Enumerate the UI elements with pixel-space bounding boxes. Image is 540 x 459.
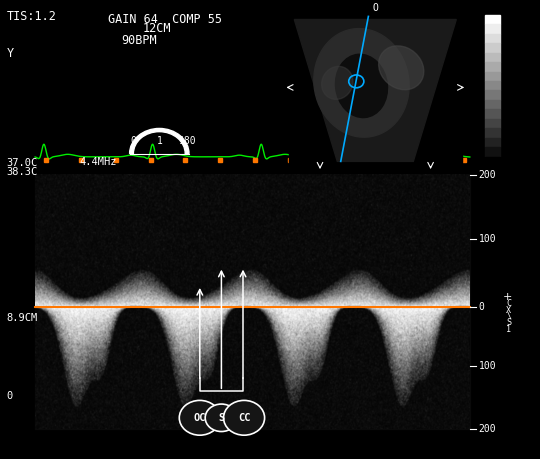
Text: 4.4MHz: 4.4MHz bbox=[80, 157, 117, 167]
Text: 1: 1 bbox=[157, 136, 162, 146]
Text: S: S bbox=[218, 413, 225, 423]
Bar bbox=[485, 147, 500, 157]
Text: 90BPM: 90BPM bbox=[122, 34, 157, 47]
Bar bbox=[485, 138, 500, 147]
Circle shape bbox=[205, 404, 238, 431]
Bar bbox=[289, 15, 462, 166]
Text: 100: 100 bbox=[478, 361, 496, 371]
Text: O: O bbox=[373, 3, 378, 12]
Bar bbox=[485, 100, 500, 109]
Bar bbox=[485, 109, 500, 119]
Text: 100: 100 bbox=[478, 234, 496, 244]
Bar bbox=[485, 90, 500, 100]
Bar bbox=[485, 34, 500, 43]
Ellipse shape bbox=[379, 46, 424, 90]
Text: C: C bbox=[506, 299, 511, 308]
Ellipse shape bbox=[322, 67, 353, 100]
Text: X: X bbox=[506, 306, 511, 314]
Text: Y: Y bbox=[6, 47, 14, 60]
Text: 180: 180 bbox=[179, 136, 197, 146]
Wedge shape bbox=[130, 129, 189, 154]
Text: 12CM: 12CM bbox=[143, 22, 172, 35]
Text: OC: OC bbox=[193, 413, 206, 423]
Bar bbox=[35, 175, 470, 429]
Bar bbox=[485, 53, 500, 62]
Circle shape bbox=[224, 400, 265, 435]
Bar bbox=[485, 157, 500, 166]
Text: CC: CC bbox=[238, 413, 251, 423]
Text: 37.0C: 37.0C bbox=[6, 158, 38, 168]
Bar bbox=[485, 43, 500, 53]
Ellipse shape bbox=[335, 54, 388, 118]
Bar bbox=[485, 15, 500, 24]
Text: 8.9CM: 8.9CM bbox=[6, 313, 38, 324]
Text: S: S bbox=[506, 319, 511, 327]
Polygon shape bbox=[294, 19, 456, 162]
Bar bbox=[485, 128, 500, 138]
Text: 0: 0 bbox=[478, 302, 484, 312]
Text: \: \ bbox=[506, 312, 511, 321]
Text: GAIN 64  COMP 55: GAIN 64 COMP 55 bbox=[108, 12, 222, 26]
Bar bbox=[485, 24, 500, 34]
Text: 200: 200 bbox=[478, 424, 496, 434]
Text: 0: 0 bbox=[131, 136, 136, 146]
Text: +: + bbox=[503, 292, 512, 302]
Bar bbox=[485, 81, 500, 90]
Bar bbox=[485, 72, 500, 81]
Text: 38.3C: 38.3C bbox=[6, 167, 38, 177]
Bar bbox=[485, 119, 500, 128]
Text: TIS:1.2: TIS:1.2 bbox=[6, 10, 56, 23]
Text: 1: 1 bbox=[506, 325, 511, 334]
Ellipse shape bbox=[314, 28, 409, 137]
Text: 200: 200 bbox=[478, 170, 496, 180]
Circle shape bbox=[179, 400, 220, 435]
Bar bbox=[485, 62, 500, 72]
Text: 0: 0 bbox=[6, 391, 13, 401]
